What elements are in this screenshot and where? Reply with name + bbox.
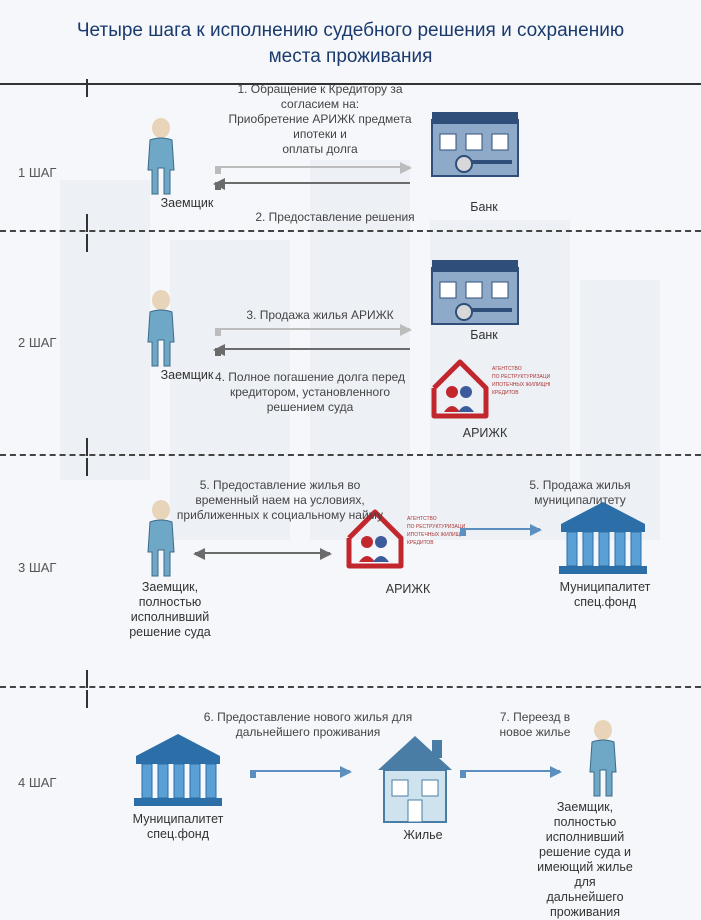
caption-left-s3: 5. Предоставление жилья вовременный наем… (170, 478, 390, 523)
tick-top-s1 (86, 79, 88, 97)
person-label-s4: Заемщик, полностьюисполнивший решение су… (530, 800, 640, 920)
person-label-s3: Заемщик,полностьюисполнившийрешение суда (115, 580, 225, 640)
arizhk-label-s2: АРИЖК (445, 426, 525, 441)
tick-bot-s2 (86, 438, 88, 456)
house-label-s4: Жилье (388, 828, 458, 843)
caption-bottom-s2: 4. Полное погашение долга передкредиторо… (200, 370, 420, 415)
tick-bot-s1 (86, 214, 88, 232)
svg-text:АГЕНТСТВО: АГЕНТСТВО (492, 366, 522, 372)
caption-right-s4: 7. Переезд вновое жилье (480, 710, 590, 740)
arrow-s2-0 (215, 328, 410, 330)
bank-icon-s1 (430, 110, 520, 185)
arrow-s4-1 (460, 770, 560, 772)
step-label-s2: 2 ШАГ (18, 335, 56, 350)
gov-label-s4: Муниципалитетспец.фонд (118, 812, 238, 842)
arrow-s3-0 (195, 552, 330, 554)
caption-left-s4: 6. Предоставление нового жилья длядальне… (198, 710, 418, 740)
tick-top-s2 (86, 234, 88, 252)
arrow-s1-1 (215, 182, 410, 184)
step-label-s3: 3 ШАГ (18, 560, 56, 575)
gov-icon-s3 (555, 498, 651, 581)
person-icon-s1 (140, 118, 182, 201)
tick-bot-s3 (86, 670, 88, 688)
arrow-s1-0 (215, 166, 410, 168)
gov-icon-s4 (130, 730, 226, 813)
svg-text:ПО РЕСТРУКТУРИЗАЦИИ: ПО РЕСТРУКТУРИЗАЦИИ (492, 374, 550, 380)
caption-bottom-s1: 2. Предоставление решения (235, 210, 435, 225)
caption-top-s1: 1. Обращение к Кредитору засогласием на:… (220, 82, 420, 157)
house-icon-s4 (370, 730, 460, 831)
svg-text:ИПОТЕЧНЫХ ЖИЛИЩНЫХ: ИПОТЕЧНЫХ ЖИЛИЩНЫХ (407, 532, 465, 538)
caption-top-s2: 3. Продажа жилья АРИЖК (225, 308, 415, 323)
step-separator-1 (0, 230, 701, 232)
arrow-s2-1 (215, 348, 410, 350)
person-icon-s2 (140, 290, 182, 373)
arizhk-label-s3: АРИЖК (368, 582, 448, 597)
arrow-s4-0 (250, 770, 350, 772)
step-separator-2 (0, 454, 701, 456)
arrow-s3-1 (460, 528, 540, 530)
step-separator-3 (0, 686, 701, 688)
tick-top-s4 (86, 690, 88, 708)
gov-label-s3: Муниципалитетспец.фонд (545, 580, 665, 610)
step-label-s4: 4 ШАГ (18, 775, 56, 790)
title-line1: Четыре шага к исполнению судебного решен… (77, 20, 624, 41)
person-label-s1: Заемщик (132, 196, 242, 211)
svg-text:КРЕДИТОВ: КРЕДИТОВ (407, 540, 434, 546)
svg-text:ПО РЕСТРУКТУРИЗАЦИИ: ПО РЕСТРУКТУРИЗАЦИИ (407, 524, 465, 530)
svg-text:АГЕНТСТВО: АГЕНТСТВО (407, 516, 437, 522)
bank-icon-s2 (430, 258, 520, 333)
tick-top-s3 (86, 458, 88, 476)
bank-label-s2: Банк (454, 328, 514, 343)
bank-label-s1: Банк (454, 200, 514, 215)
title-line2: места проживания (269, 46, 433, 67)
caption-right-s3: 5. Продажа жильямуниципалитету (505, 478, 655, 508)
svg-text:КРЕДИТОВ: КРЕДИТОВ (492, 390, 519, 396)
page-title: Четыре шага к исполнению судебного решен… (0, 0, 701, 81)
step-label-s1: 1 ШАГ (18, 165, 56, 180)
arizhk-icon-s2: АГЕНТСТВО ПО РЕСТРУКТУРИЗАЦИИ ИПОТЕЧНЫХ … (430, 350, 550, 427)
svg-text:ИПОТЕЧНЫХ ЖИЛИЩНЫХ: ИПОТЕЧНЫХ ЖИЛИЩНЫХ (492, 382, 550, 388)
